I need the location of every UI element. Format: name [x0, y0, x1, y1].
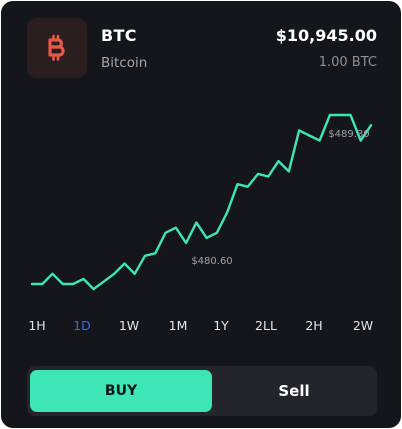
range-2w[interactable]: 2W: [352, 318, 374, 333]
asset-price: $10,945.00: [275, 26, 377, 45]
range-selector: 1H 1D 1W 1M 1Y 2LL 2H 2W: [1, 318, 401, 338]
range-1y[interactable]: 1Y: [213, 318, 229, 333]
asset-name: Bitcoin: [101, 55, 148, 71]
coin-logo: [27, 18, 87, 78]
range-2ll[interactable]: 2LL: [255, 318, 277, 333]
sell-button[interactable]: Sell: [278, 382, 310, 400]
range-2h[interactable]: 2H: [305, 318, 323, 333]
asset-ticker: BTC: [101, 26, 137, 45]
trade-toggle: BUY Sell: [27, 366, 377, 416]
high-price-label: $489.30: [328, 129, 369, 140]
price-chart: $489.30 $480.60: [30, 113, 373, 291]
buy-button[interactable]: BUY: [30, 370, 212, 412]
range-1d[interactable]: 1D: [73, 318, 91, 333]
asset-holding: 1.00 BTC: [318, 55, 377, 70]
price-line: [30, 113, 373, 291]
bitcoin-icon: [48, 34, 65, 61]
range-1w[interactable]: 1W: [118, 318, 140, 333]
low-price-label: $480.60: [191, 256, 232, 267]
range-1m[interactable]: 1M: [168, 318, 188, 333]
range-1h[interactable]: 1H: [28, 318, 46, 333]
